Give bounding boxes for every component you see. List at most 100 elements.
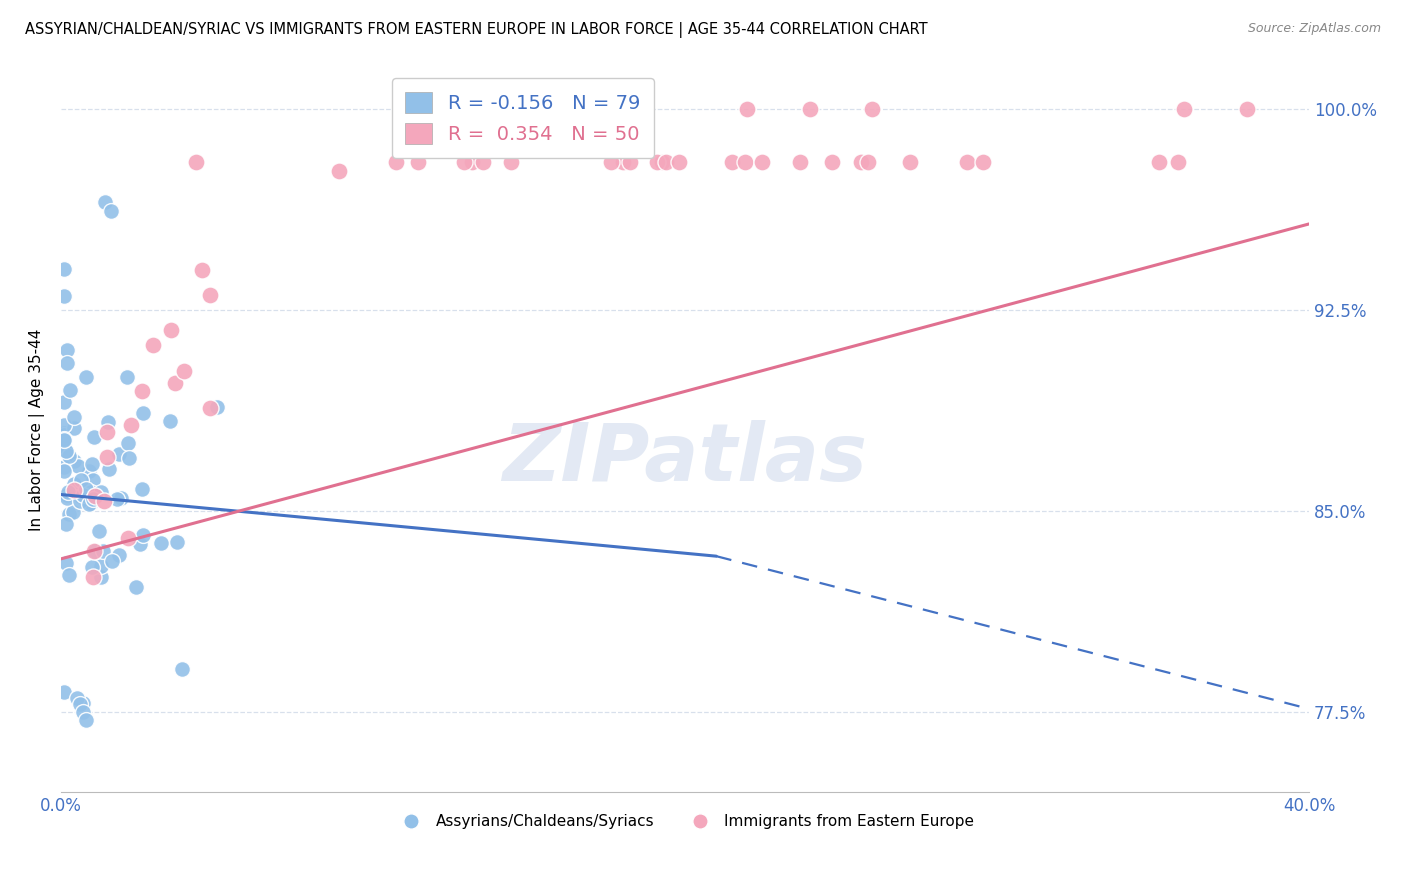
Point — [53, 428, 76, 442]
Point — [132, 406, 155, 420]
Point — [734, 155, 756, 169]
Point — [72, 488, 94, 502]
Point — [160, 323, 183, 337]
Point — [53, 433, 76, 447]
Point — [118, 450, 141, 465]
Point — [159, 414, 181, 428]
Point — [721, 155, 744, 169]
Point — [93, 494, 115, 508]
Point — [453, 155, 475, 169]
Point — [132, 528, 155, 542]
Point — [172, 662, 194, 676]
Point — [53, 439, 76, 453]
Point — [200, 401, 222, 416]
Point — [384, 155, 406, 169]
Point — [82, 570, 104, 584]
Point — [163, 376, 186, 390]
Point — [84, 544, 107, 558]
Point — [63, 454, 86, 468]
Point — [80, 559, 103, 574]
Point — [53, 459, 76, 474]
Point — [72, 696, 94, 710]
Point — [63, 477, 86, 491]
Point — [612, 155, 634, 169]
Point — [87, 524, 110, 538]
Point — [1147, 155, 1170, 169]
Point — [53, 464, 76, 478]
Point — [66, 691, 89, 706]
Point — [91, 544, 114, 558]
Point — [75, 369, 97, 384]
Point — [56, 491, 79, 505]
Point — [472, 155, 495, 169]
Point — [972, 155, 994, 169]
Point — [108, 548, 131, 562]
Point — [96, 450, 118, 465]
Point — [56, 488, 79, 502]
Point — [198, 288, 221, 302]
Point — [599, 155, 621, 169]
Point — [751, 155, 773, 169]
Point — [645, 155, 668, 169]
Point — [72, 705, 94, 719]
Point — [53, 418, 76, 433]
Legend: Assyrians/Chaldeans/Syriacs, Immigrants from Eastern Europe: Assyrians/Chaldeans/Syriacs, Immigrants … — [389, 808, 980, 835]
Point — [69, 697, 91, 711]
Point — [1236, 102, 1258, 116]
Point — [55, 557, 77, 571]
Point — [53, 262, 76, 277]
Point — [131, 483, 153, 497]
Text: Source: ZipAtlas.com: Source: ZipAtlas.com — [1247, 22, 1381, 36]
Point — [56, 343, 79, 357]
Point — [53, 394, 76, 409]
Point — [737, 102, 759, 116]
Point — [799, 102, 821, 116]
Point — [898, 155, 921, 169]
Point — [90, 559, 112, 574]
Point — [956, 155, 979, 169]
Point — [53, 685, 76, 699]
Point — [110, 491, 132, 506]
Point — [408, 155, 430, 169]
Point — [856, 155, 879, 169]
Point — [101, 554, 124, 568]
Point — [186, 155, 208, 169]
Point — [820, 155, 842, 169]
Point — [328, 164, 350, 178]
Point — [830, 825, 852, 839]
Point — [82, 457, 104, 471]
Point — [75, 713, 97, 727]
Point — [205, 400, 228, 414]
Point — [97, 415, 120, 429]
Point — [55, 444, 77, 458]
Point — [93, 195, 115, 210]
Point — [851, 155, 873, 169]
Point — [55, 517, 77, 532]
Point — [655, 155, 678, 169]
Point — [70, 473, 93, 487]
Point — [58, 449, 80, 463]
Point — [53, 432, 76, 446]
Point — [105, 491, 128, 506]
Point — [82, 492, 104, 507]
Point — [90, 484, 112, 499]
Point — [97, 462, 120, 476]
Point — [108, 447, 131, 461]
Point — [79, 485, 101, 500]
Point — [1173, 102, 1195, 116]
Text: ZIPatlas: ZIPatlas — [502, 420, 868, 498]
Point — [131, 384, 153, 398]
Point — [63, 421, 86, 435]
Point — [141, 337, 163, 351]
Point — [125, 580, 148, 594]
Point — [53, 289, 76, 303]
Point — [173, 364, 195, 378]
Point — [149, 535, 172, 549]
Point — [100, 203, 122, 218]
Point — [82, 473, 104, 487]
Point — [128, 537, 150, 551]
Text: ASSYRIAN/CHALDEAN/SYRIAC VS IMMIGRANTS FROM EASTERN EUROPE IN LABOR FORCE | AGE : ASSYRIAN/CHALDEAN/SYRIAC VS IMMIGRANTS F… — [25, 22, 928, 38]
Point — [860, 102, 883, 116]
Y-axis label: In Labor Force | Age 35-44: In Labor Force | Age 35-44 — [30, 329, 45, 532]
Point — [83, 430, 105, 444]
